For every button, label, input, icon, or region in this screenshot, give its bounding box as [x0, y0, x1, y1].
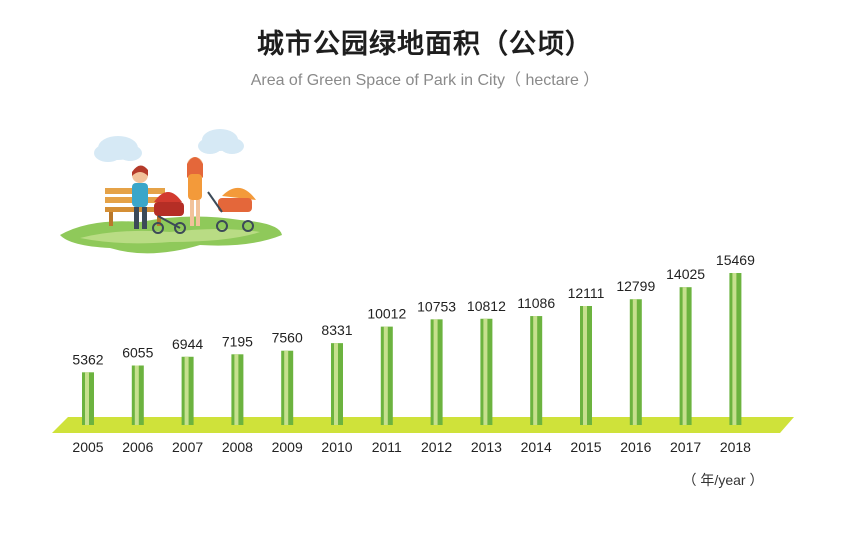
bar-highlight: [134, 365, 139, 425]
page-title: 城市公园绿地面积（公顷）: [257, 29, 593, 60]
stroller-icon: [152, 192, 186, 234]
bar-highlight: [433, 319, 438, 425]
bar-highlight: [284, 350, 289, 425]
person-icon: [187, 157, 203, 226]
park-illustration: [60, 129, 282, 254]
bar-highlight: [334, 343, 338, 425]
x-tick-label: 2017: [670, 439, 701, 455]
bar: [430, 319, 443, 425]
bar-highlight: [184, 356, 189, 425]
value-label: 11086: [517, 295, 555, 311]
bar: [629, 299, 642, 425]
value-label: 10753: [417, 298, 456, 314]
value-label: 10012: [367, 306, 406, 322]
bar: [231, 354, 244, 425]
value-label: 12111: [568, 285, 605, 301]
bar: [281, 350, 294, 425]
x-tick-label: 2007: [172, 439, 203, 455]
bar-highlight: [383, 326, 388, 425]
x-tick-label: 2006: [122, 439, 153, 455]
page-subtitle: Area of Green Space of Park in City（ hec…: [250, 72, 600, 89]
value-label: 7195: [222, 333, 253, 349]
bar: [679, 287, 692, 425]
x-tick-label: 2005: [72, 439, 103, 455]
value-label: 6944: [172, 336, 203, 352]
bar-highlight: [632, 299, 637, 425]
bar: [131, 365, 144, 425]
x-tick-label: 2010: [321, 439, 352, 455]
bar: [181, 356, 194, 425]
x-tick-label: 2009: [272, 439, 303, 455]
person-icon: [132, 165, 148, 229]
bar: [82, 372, 94, 425]
bar-highlight: [234, 354, 239, 425]
bar-highlight: [583, 305, 587, 425]
value-label: 15469: [716, 252, 755, 268]
value-label: 8331: [321, 322, 352, 338]
x-tick-label: 2018: [720, 439, 751, 455]
bar-highlight: [533, 316, 538, 425]
bar: [380, 326, 393, 425]
value-label: 5362: [72, 351, 103, 367]
bar-highlight: [732, 273, 737, 425]
value-label: 6055: [122, 345, 153, 361]
x-tick-label: 2013: [471, 439, 502, 455]
x-tick-label: 2008: [222, 439, 253, 455]
bar-highlight: [682, 287, 687, 425]
bar-highlight: [85, 372, 89, 425]
x-tick-label: 2011: [372, 439, 402, 455]
x-tick-label: 2012: [421, 439, 452, 455]
bar: [530, 316, 543, 425]
value-label: 7560: [272, 330, 303, 346]
bar: [729, 273, 742, 425]
bar: [580, 305, 592, 425]
x-tick-label: 2015: [570, 439, 601, 455]
stroller-icon: [207, 187, 256, 232]
value-label: 12799: [616, 278, 655, 294]
bar: [480, 318, 493, 425]
bar-highlight: [483, 318, 488, 425]
bar: [331, 343, 343, 425]
cloud-icon: [198, 129, 244, 154]
cloud-icon: [94, 136, 142, 162]
value-label: 10812: [467, 298, 506, 314]
x-tick-label: 2016: [620, 439, 651, 455]
x-tick-label: 2014: [521, 439, 552, 455]
value-label: 14025: [666, 266, 705, 282]
x-axis-unit-label: （ 年/year ）: [682, 472, 764, 488]
